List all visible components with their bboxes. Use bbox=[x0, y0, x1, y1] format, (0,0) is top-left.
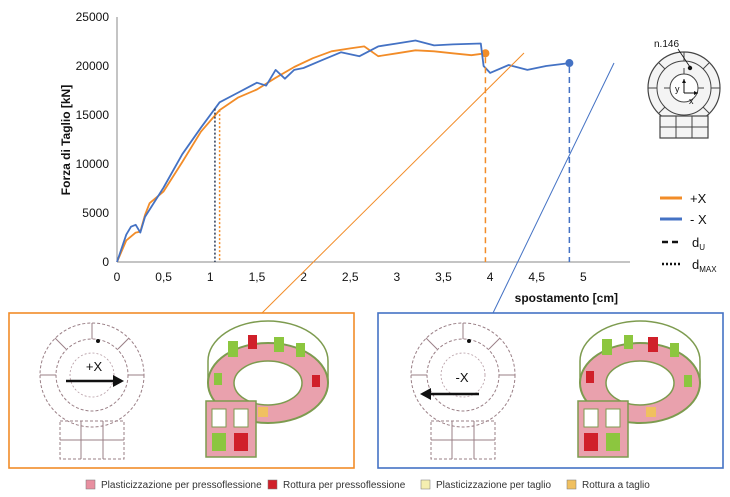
damage-legend-swatch-3 bbox=[566, 479, 577, 490]
x-tick-label: 1 bbox=[207, 270, 214, 284]
y-tick-label: 0 bbox=[102, 255, 109, 269]
legend-label-dmax: dMAX bbox=[692, 257, 717, 274]
x-tick-label: 2,5 bbox=[342, 270, 359, 284]
y-tick-label: 20000 bbox=[76, 59, 110, 73]
axis-y-label: y bbox=[675, 84, 680, 94]
series-end-point-minus-x bbox=[565, 59, 574, 68]
arrowhead-plus-x bbox=[113, 375, 124, 387]
damage-legend-label-1: Rottura per pressoflessione bbox=[283, 480, 406, 491]
arrowhead-minus-x bbox=[420, 388, 431, 400]
chart-legend: +X - X dU dMAX bbox=[660, 191, 717, 274]
damage-legend-swatch-2 bbox=[420, 479, 431, 490]
displacement-markers bbox=[214, 57, 571, 262]
wireframe-model-minus-x bbox=[410, 322, 516, 460]
x-tick-label: 2 bbox=[300, 270, 307, 284]
y-tick-label: 15000 bbox=[76, 108, 110, 122]
y-tick-label: 10000 bbox=[76, 157, 110, 171]
connector-minus-x bbox=[492, 62, 615, 314]
damage-model-plus-x bbox=[205, 320, 329, 458]
wireframe-model-plus-x bbox=[39, 322, 145, 460]
plan-view-icon: n.146 x y bbox=[647, 39, 721, 139]
node-146-leader bbox=[677, 48, 691, 68]
legend-label-plus-x: +X bbox=[690, 191, 707, 206]
series-lines bbox=[116, 39, 574, 263]
x-tick-label: 3,5 bbox=[435, 270, 452, 284]
y-tick-label: 5000 bbox=[82, 206, 109, 220]
series-line-minus-x bbox=[116, 39, 570, 263]
x-tick-label: 4 bbox=[487, 270, 494, 284]
series-line-plus-x bbox=[116, 45, 486, 263]
panel-plus-x-label: +X bbox=[86, 359, 103, 374]
x-axis-title: spostamento [cm] bbox=[515, 291, 618, 305]
x-tick-label: 0,5 bbox=[155, 270, 172, 284]
damage-legend-label-2: Plasticizzazione per taglio bbox=[436, 480, 551, 491]
panel-plus-x: +X bbox=[8, 312, 355, 469]
y-tick-labels: 0 5000 10000 15000 20000 25000 bbox=[76, 10, 110, 269]
panel-minus-x-label: -X bbox=[456, 370, 469, 385]
x-tick-label: 1,5 bbox=[249, 270, 266, 284]
plan-axes-icon: x y bbox=[675, 79, 698, 106]
x-tick-label: 5 bbox=[580, 270, 587, 284]
y-axis-title: Forza di Taglio [kN] bbox=[59, 85, 73, 195]
node-146-label: n.146 bbox=[654, 39, 679, 50]
connector-plus-x bbox=[261, 52, 525, 314]
x-tick-labels: 0 0,5 1 1,5 2 2,5 3 3,5 4 4,5 5 bbox=[114, 270, 587, 284]
damage-model-minus-x bbox=[577, 320, 701, 458]
panel-minus-x: -X bbox=[377, 312, 724, 469]
damage-legend-label-0: Plasticizzazione per pressoflessione bbox=[101, 480, 262, 491]
x-tick-label: 4,5 bbox=[528, 270, 545, 284]
axis-x-label: x bbox=[689, 96, 694, 106]
pushover-chart: 0 5000 10000 15000 20000 25000 0 0,5 1 1,5 2 2,5 3 3… bbox=[59, 10, 630, 305]
x-tick-label: 0 bbox=[114, 270, 121, 284]
damage-legend-swatch-1 bbox=[267, 479, 278, 490]
damage-legend-label-3: Rottura a taglio bbox=[582, 480, 650, 491]
legend-label-minus-x: - X bbox=[690, 212, 707, 227]
plan-annex bbox=[659, 115, 709, 139]
legend-label-du: dU bbox=[692, 235, 705, 252]
damage-legend-swatch-0 bbox=[85, 479, 96, 490]
x-tick-label: 3 bbox=[393, 270, 400, 284]
damage-legend: Plasticizzazione per pressoflessione Rot… bbox=[85, 479, 650, 491]
y-tick-label: 25000 bbox=[76, 10, 110, 24]
series-end-point-plus-x bbox=[481, 49, 490, 58]
node-146-marker bbox=[687, 65, 693, 71]
